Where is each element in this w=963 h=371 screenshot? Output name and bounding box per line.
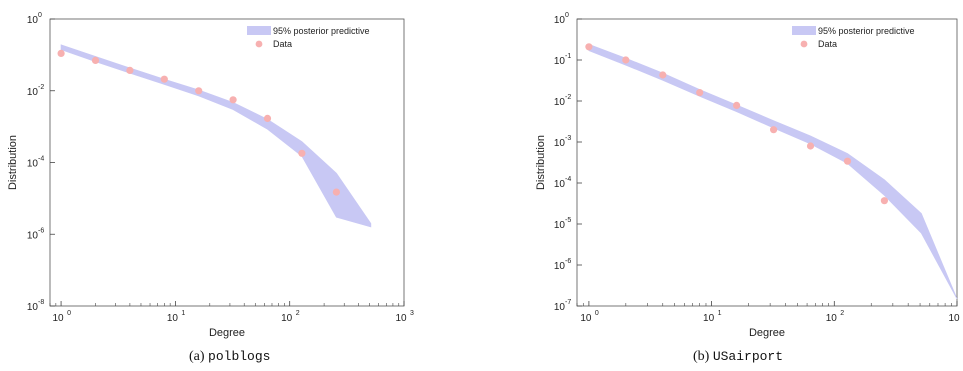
panel-a-legend-data-label: Data	[273, 39, 292, 49]
panel-b-data-point	[585, 43, 593, 51]
panel-a-data-point	[229, 96, 237, 104]
panel-b-ytick-label: 10	[554, 302, 566, 313]
panel-b-data-point	[880, 197, 888, 205]
panel-a-ytick-label: 10	[27, 87, 39, 98]
panel-a-xtick-exponent: 3	[410, 310, 414, 317]
panel-a-xtick-exponent: 1	[181, 310, 185, 317]
panel-b-xtick-exponent: 1	[718, 310, 722, 317]
panel-b-xtick-exponent: 0	[595, 310, 599, 317]
panel-b-data-point	[770, 126, 778, 134]
panel-a-ytick-exponent: -8	[38, 299, 44, 306]
caption-a-name: polblogs	[208, 349, 271, 364]
panel-a-ytick-exponent: 0	[38, 12, 42, 19]
panel-b-data-point	[622, 56, 630, 64]
panel-b-xlabel: Degree	[749, 327, 785, 339]
panel-a-ytick-label: 10	[27, 159, 39, 170]
panel-a-ytick-label: 10	[27, 230, 39, 241]
panel-b-ytick-label: 10	[554, 220, 566, 231]
panel-b-ytick-label: 10	[554, 56, 566, 67]
panel-b-ytick-exponent: 0	[565, 12, 569, 19]
panel-a-data-point	[332, 188, 340, 196]
panel-b-ytick-label: 10	[554, 179, 566, 190]
panel-a-xtick-label: 10	[281, 313, 293, 324]
panel-a-legend-band-label: 95% posterior predictive	[273, 26, 370, 36]
chart-polblogs: 10 0 10 1 10 2 10 310 -810 -610 -410 -210 0DegreeDis…	[7, 12, 414, 339]
panel-b-posterior-band	[588, 43, 958, 299]
panel-b-ytick-exponent: -3	[565, 135, 571, 142]
panel-b-xtick-label: 10	[948, 313, 960, 324]
panel-a-ylabel: Distribution	[7, 135, 19, 190]
panel-b-ytick-exponent: -6	[565, 258, 571, 265]
panel-a-xtick-exponent: 2	[296, 310, 300, 317]
panel-a-ytick-exponent: -6	[38, 227, 44, 234]
panel-b-legend-data-label: Data	[818, 39, 837, 49]
caption-b-name: USairport	[712, 349, 784, 364]
panel-b-data-point	[733, 101, 741, 109]
panel-b-data-point	[843, 157, 852, 165]
panel-a-ytick-exponent: -2	[38, 84, 44, 91]
caption-b: (b) USairport	[693, 349, 783, 365]
panel-a-legend: 95% posterior predictive Data	[247, 26, 370, 49]
panel-b-ylabel: Distribution	[535, 135, 547, 190]
panel-a-data-point	[126, 66, 134, 74]
caption-b-prefix: (b)	[693, 349, 713, 364]
panel-b-xtick-label: 10	[826, 313, 838, 324]
panel-a-data-point	[298, 149, 306, 157]
panel-b-ytick-exponent: -4	[565, 176, 571, 183]
panel-b-ytick-exponent: -5	[565, 217, 571, 224]
panel-b-data-point	[806, 142, 815, 150]
panel-a-xtick-label: 10	[53, 313, 65, 324]
panel-a-data-point	[57, 49, 65, 58]
figure-panel-b: 10010110210310-710-610-510-410-310-210-1…	[481, 0, 963, 340]
panel-a-data-point	[91, 56, 100, 64]
panel-b-ytick-label: 10	[554, 97, 566, 108]
panel-b-ytick-label: 10	[554, 261, 566, 272]
panel-a-xtick-label: 10	[395, 313, 407, 324]
caption-a-prefix: (a)	[189, 349, 209, 364]
panel-a-xlabel: Degree	[209, 327, 245, 339]
panel-b-ytick-label: 10	[554, 15, 566, 26]
panel-b-xtick-label: 10	[580, 313, 592, 324]
panel-b-data-point	[696, 89, 704, 97]
figure-panel-a: 10 0 10 1 10 2 10 3 10 -8 10 -6 10 -4 10 -2 10 0 Degree Dis…	[0, 0, 480, 340]
panel-b-legend-data-swatch	[800, 40, 808, 48]
panel-a-xtick-label: 10	[167, 313, 179, 324]
panel-a-xtick-exponent: 0	[67, 310, 71, 317]
panel-b-ytick-exponent: -1	[565, 53, 571, 60]
caption-a: (a) polblogs	[189, 349, 270, 365]
panel-b-ytick-exponent: -2	[565, 94, 571, 101]
panel-a-ytick-label: 10	[27, 302, 39, 313]
chart-usairport: 10010110210310-710-610-510-410-310-210-1…	[535, 12, 960, 339]
panel-a-ytick-exponent: -4	[38, 156, 44, 163]
panel-a-data-point	[195, 87, 203, 95]
panel-b-legend: 95% posterior predictive Data	[792, 26, 915, 49]
panel-b-xtick-label: 10	[703, 313, 715, 324]
panel-a-legend-band-swatch	[247, 26, 271, 35]
panel-b-ytick-label: 10	[554, 138, 566, 149]
panel-a-ytick-label: 10	[27, 15, 39, 26]
panel-b-data-point	[659, 71, 667, 79]
panel-b-legend-band-swatch	[792, 26, 816, 35]
panel-a-data-point	[160, 75, 168, 83]
panel-a-posterior-band	[60, 44, 372, 228]
panel-a-legend-data-swatch	[255, 40, 263, 48]
panel-b-legend-band-label: 95% posterior predictive	[818, 26, 915, 36]
panel-a-data-point	[263, 114, 272, 122]
panel-b-ytick-exponent: -7	[565, 299, 571, 306]
panel-b-axes-box	[576, 18, 958, 307]
panel-b-xtick-exponent: 2	[840, 310, 844, 317]
